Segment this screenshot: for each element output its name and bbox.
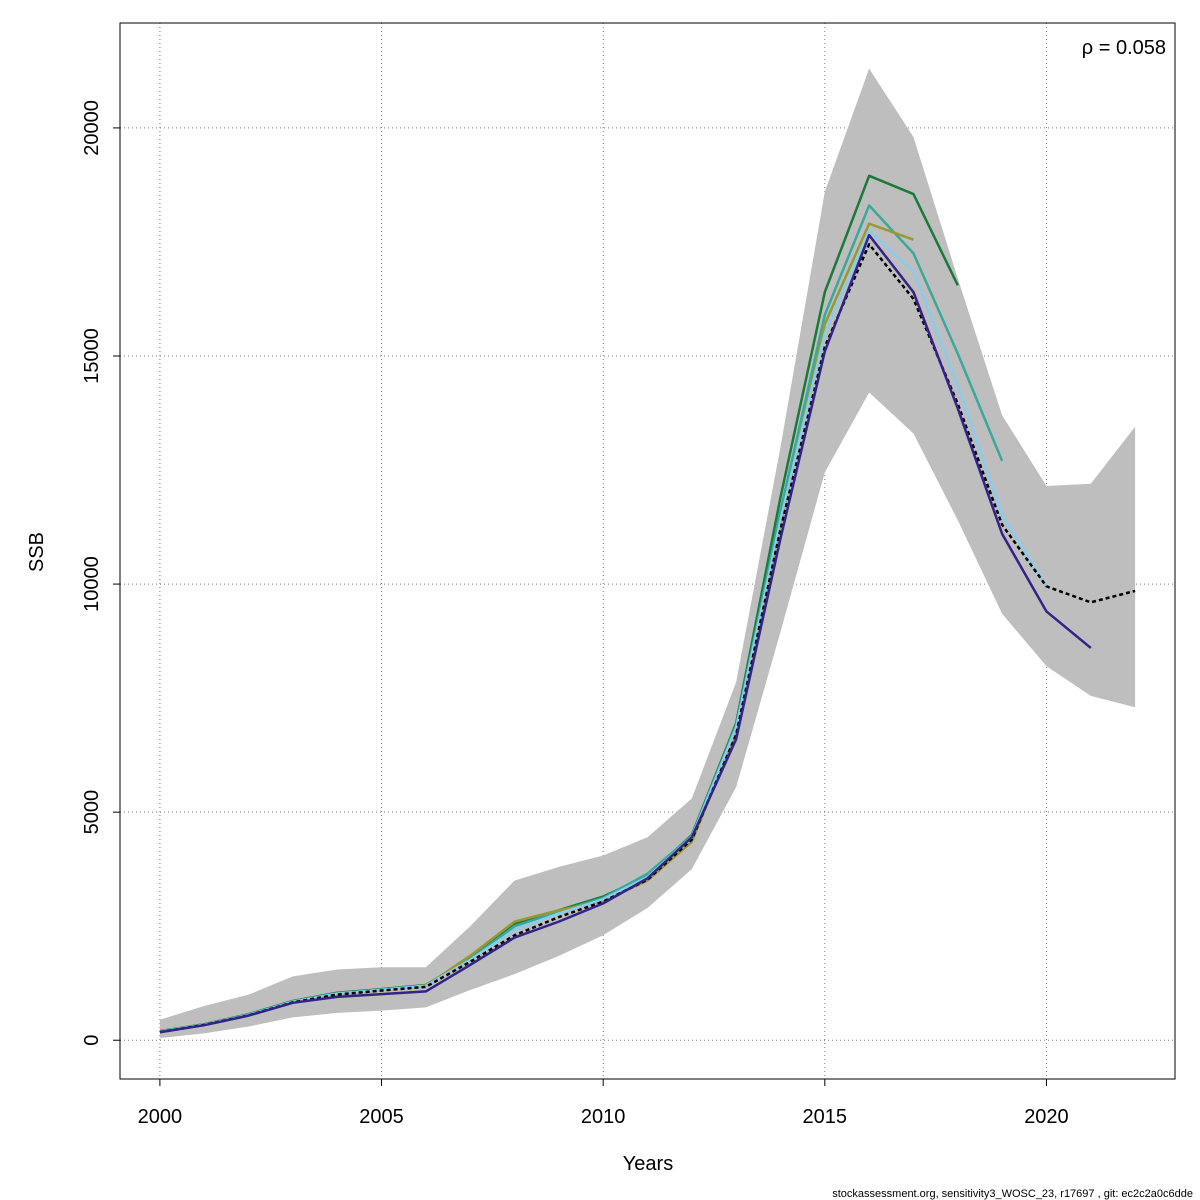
y-tick-label: 20000 [81,100,103,156]
y-tick-label: 5000 [81,790,103,835]
series-line-6 [159,233,1092,1034]
rho-value: = 0.058 [1093,37,1166,59]
x-tick-label: 2000 [138,1106,183,1128]
x-axis: 2000 2005 2010 2015 2020 [138,1078,1069,1128]
rho-symbol: ρ [1082,37,1093,59]
series-layer [159,174,1136,1034]
confidence-band-layer [159,68,1136,1038]
rho-annotation: ρ = 0.058 [1082,37,1166,59]
x-tick-label: 2010 [581,1106,626,1128]
y-tick-label: 15000 [81,328,103,384]
y-tick-label: 10000 [81,556,103,612]
y-tick-label: 0 [81,1035,103,1046]
x-axis-title: Years [623,1153,673,1175]
x-tick-label: 2015 [803,1106,848,1128]
y-axis: 0 5000 10000 15000 20000 [81,100,120,1046]
x-tick-label: 2005 [359,1106,404,1128]
footer-credit: stockassessment.org, sensitivity3_WOSC_2… [832,1188,1193,1200]
confidence-band [159,68,1136,1038]
x-tick-label: 2020 [1024,1106,1069,1128]
series-line-4 [159,229,1048,1033]
y-axis-title: SSB [26,532,48,572]
